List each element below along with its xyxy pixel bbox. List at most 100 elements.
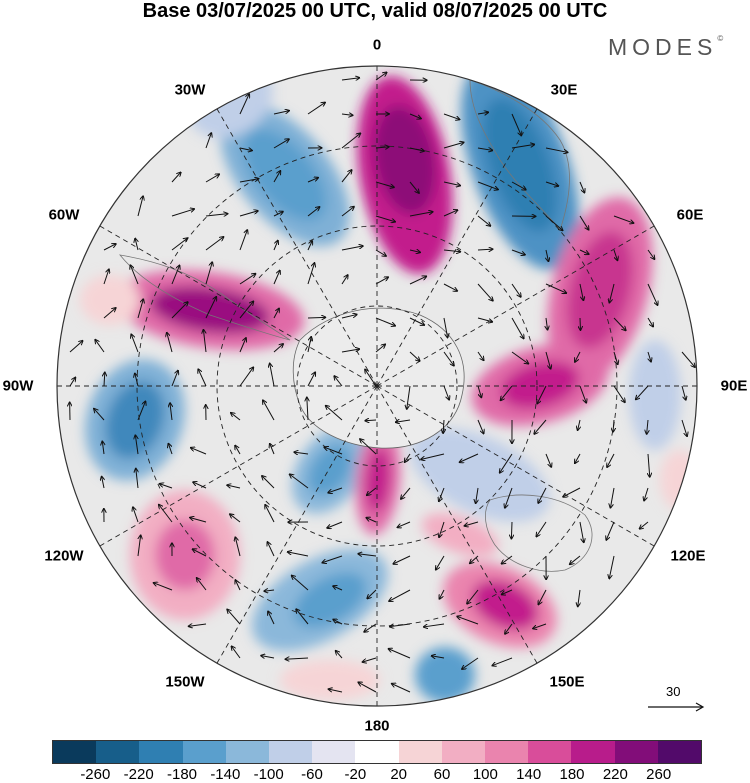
map-border	[56, 65, 698, 707]
wind-vector	[188, 624, 207, 626]
wind-vector	[137, 299, 143, 319]
wind-vector	[205, 262, 212, 285]
wind-vector	[171, 209, 194, 217]
wind-vector	[546, 317, 548, 330]
wind-vector	[443, 385, 449, 400]
wind-vector	[534, 419, 547, 434]
wind-vector	[325, 405, 343, 421]
wind-vector	[647, 283, 658, 305]
wind-vector	[511, 181, 526, 190]
wind-vector	[477, 419, 484, 434]
anomaly-contour	[471, 580, 539, 630]
lon-label-90e: 90E	[720, 377, 748, 395]
wind-vector	[296, 609, 309, 625]
colorbar-tick-label: -260	[80, 766, 111, 783]
wind-vector	[545, 283, 567, 293]
wind-vector	[439, 521, 445, 538]
wind-vector	[613, 419, 614, 432]
reference-vector-arrow	[648, 702, 705, 712]
wind-vector	[358, 554, 377, 556]
colorbar-ticks: -260 -220 -180 -140 -100 -60 -20 20 60 100 140 180 2…	[52, 766, 702, 783]
colorbar-tick-label: 180	[559, 766, 585, 783]
wind-vector	[407, 385, 411, 409]
wind-vector	[198, 369, 207, 387]
wind-vector	[464, 521, 479, 526]
wind-vector	[409, 317, 425, 325]
wind-vector	[477, 249, 493, 250]
chart-title: Base 03/07/2025 00 UTC, valid 08/07/2025…	[142, 0, 608, 22]
wind-vector	[239, 94, 249, 115]
colorbar-swatch	[225, 741, 270, 763]
wind-vector	[341, 275, 348, 285]
wind-vector	[341, 314, 357, 319]
wind-vector	[613, 317, 626, 331]
colorbar-tick-label: 60	[433, 766, 451, 783]
colorbar-swatch	[182, 741, 226, 763]
wind-vector	[579, 521, 584, 543]
wind-vector	[360, 439, 377, 455]
wind-vector	[205, 133, 211, 149]
wind-vector	[171, 172, 181, 183]
wind-vector	[291, 575, 309, 591]
wind-vector	[570, 555, 581, 564]
wind-vector	[341, 170, 352, 183]
wind-vector	[171, 302, 188, 319]
wind-vector	[477, 215, 491, 226]
wind-vector	[231, 413, 241, 421]
wind-vector	[287, 552, 309, 557]
meridian-line	[376, 385, 664, 552]
wind-vector	[462, 657, 479, 669]
wind-vector	[477, 112, 489, 114]
lon-label-150e: 150E	[549, 673, 585, 691]
wind-vector	[324, 447, 343, 455]
polar-map	[56, 65, 698, 707]
wind-vector	[388, 649, 411, 659]
wind-vector	[579, 215, 589, 230]
wind-vector	[639, 521, 649, 529]
colorbar-tick-label: -100	[253, 766, 284, 783]
wind-vector	[578, 589, 580, 607]
meridian-line	[376, 220, 664, 387]
wind-vector	[130, 265, 139, 285]
wind-vector	[644, 487, 649, 501]
wind-vector	[375, 72, 387, 81]
wind-vector	[341, 114, 353, 115]
wind-vector	[501, 555, 513, 564]
wind-vector	[103, 244, 116, 251]
wind-vector	[135, 238, 138, 251]
wind-vector	[375, 249, 386, 256]
wind-vector	[375, 317, 395, 326]
wind-vector	[511, 113, 521, 136]
wind-vector	[613, 249, 618, 261]
wind-vector	[235, 445, 241, 455]
wind-vector	[575, 351, 581, 362]
wind-vector	[365, 369, 377, 387]
lon-label-30w: 30W	[174, 81, 206, 99]
wind-vector	[193, 482, 207, 489]
wind-vector	[613, 215, 634, 223]
wind-vector	[375, 215, 395, 222]
lon-label-120w: 120W	[44, 547, 84, 565]
wind-vector	[104, 372, 105, 387]
wind-vector	[681, 351, 695, 367]
wind-vector	[239, 179, 259, 183]
wind-vector	[467, 589, 479, 604]
wind-vector	[457, 616, 479, 625]
wind-vector	[395, 420, 411, 422]
anomaly-contour	[243, 129, 327, 221]
wind-vector	[443, 283, 458, 291]
wind-vector	[476, 487, 478, 504]
wind-vector	[294, 452, 309, 454]
wind-vector	[230, 514, 241, 523]
wind-vector	[647, 317, 653, 327]
wind-vector	[365, 420, 377, 421]
colorbar-swatch	[614, 741, 658, 763]
wind-vector	[367, 589, 377, 599]
wind-vector	[341, 78, 360, 80]
wind-vector	[341, 349, 360, 353]
wind-vector	[273, 240, 278, 251]
wind-vector	[511, 144, 535, 149]
wind-vector	[575, 453, 581, 464]
wind-vector	[647, 419, 648, 434]
wind-vector	[262, 476, 275, 489]
